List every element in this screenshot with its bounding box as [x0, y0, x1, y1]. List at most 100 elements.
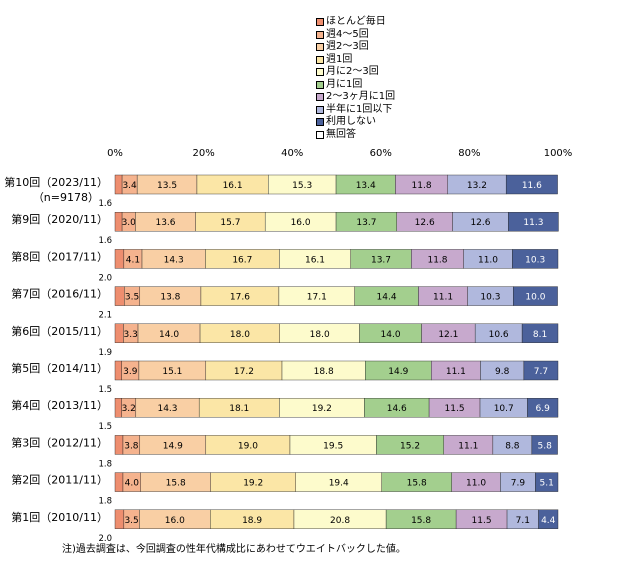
category-labels: 第10回（2023/11） （n=9178） 第9回（2020/11） 第8回（201…: [4, 175, 108, 524]
legend-label: 月に1回: [326, 78, 363, 90]
data-label: 3.5: [124, 516, 138, 526]
legend-swatch: [316, 55, 324, 64]
data-label: 19.4: [329, 479, 349, 489]
data-label: 1.5: [98, 385, 112, 395]
bar-segment: [114, 472, 124, 492]
category-label: 第4回（2013/11）: [11, 398, 108, 412]
data-label: 10.3: [525, 255, 545, 265]
data-label: 14.3: [157, 404, 177, 414]
data-label: 7.7: [534, 367, 548, 377]
data-label: 1.6: [98, 199, 112, 209]
data-label: 15.3: [292, 181, 312, 191]
bar-segment: [523, 360, 559, 381]
data-label: 2.0: [98, 273, 112, 283]
data-label: 10.3: [480, 293, 500, 303]
bar-segment: [114, 323, 124, 343]
data-label: 18.8: [314, 367, 334, 377]
data-label: 14.3: [164, 255, 184, 265]
x-tick-label: 40%: [281, 148, 303, 159]
legend-label: ほとんど毎日: [326, 16, 386, 27]
legend-label: 無回答: [326, 128, 356, 140]
legend: ほとんど毎日 週4～5回 週2～3回 週1回 月に2～3回 月に1回 2～3ヶ月に1回 半年に…: [316, 16, 395, 141]
legend-item: 利用しない: [316, 116, 395, 129]
data-label: 17.6: [230, 293, 250, 303]
data-label: 17.2: [234, 367, 254, 377]
bars: 1.6 3.4 13.5 16.1 15.3 13.4 11.8 13.2 11.6 1.6 3.0…: [98, 174, 559, 544]
x-tick-label: 20%: [192, 148, 214, 159]
data-label: 15.1: [162, 367, 182, 377]
data-label: 11.3: [523, 218, 543, 228]
data-label: 14.6: [387, 404, 407, 414]
bar-segment: [538, 509, 559, 529]
data-label: 4.4: [541, 516, 556, 526]
data-label: 16.1: [223, 181, 243, 191]
data-label: 3.0: [122, 218, 137, 228]
data-label: 1.9: [98, 348, 112, 358]
legend-swatch: [316, 80, 324, 89]
data-label: 12.6: [415, 218, 435, 228]
data-label: 18.9: [242, 516, 262, 526]
legend-label: 週1回: [326, 53, 353, 65]
category-label: 第7回（2016/11）: [11, 287, 108, 301]
legend-label: 利用しない: [326, 116, 376, 127]
legend-item: 月に1回: [316, 79, 395, 92]
legend-item: 週4～5回: [316, 29, 395, 42]
data-label: 10.7: [494, 404, 514, 414]
data-label: 11.8: [427, 255, 447, 265]
category-label: 第1回（2010/11）: [11, 510, 108, 524]
data-label: 7.1: [516, 516, 530, 526]
legend-swatch: [316, 18, 324, 27]
bar-segment: [513, 286, 558, 306]
bar-segment: [521, 323, 559, 343]
data-label: 14.0: [159, 330, 179, 340]
data-label: 16.1: [305, 255, 325, 265]
category-label: 第3回（2012/11）: [11, 435, 108, 449]
data-label: 3.4: [122, 181, 137, 191]
x-axis: 0% 20% 40% 60% 80% 100%: [107, 148, 572, 159]
bar-segment: [114, 174, 123, 195]
bar-segment: [531, 435, 558, 455]
legend-swatch: [316, 105, 324, 114]
legend-swatch: [316, 68, 324, 77]
data-label: 1.6: [98, 236, 112, 246]
legend-item: 無回答: [316, 129, 395, 142]
data-label: 13.5: [157, 181, 177, 191]
data-label: 12.1: [438, 330, 458, 340]
bar-segment: [505, 174, 558, 195]
legend-label: 週2～3回: [326, 41, 369, 52]
legend-swatch: [316, 93, 324, 102]
data-label: 11.6: [522, 181, 542, 191]
legend-label: 月に2～3回: [326, 66, 379, 77]
bar-segment: [114, 509, 125, 529]
data-label: 11.1: [433, 293, 453, 303]
data-label: 11.0: [478, 255, 498, 265]
data-label: 13.7: [371, 255, 391, 265]
data-label: 19.5: [323, 441, 343, 451]
category-label: 第2回（2011/11）: [11, 473, 108, 487]
legend-item: 2～3ヶ月に1回: [316, 91, 395, 104]
data-label: 3.5: [125, 293, 139, 303]
x-tick-label: 0%: [107, 148, 123, 159]
x-tick-label: 100%: [544, 148, 573, 159]
data-label: 4.0: [125, 479, 140, 489]
data-label: 3.2: [122, 404, 136, 414]
data-label: 13.4: [356, 181, 376, 191]
data-label: 11.0: [466, 479, 486, 489]
data-label: 19.2: [243, 479, 263, 489]
data-label: 8.8: [505, 441, 520, 451]
x-tick-label: 60%: [370, 148, 392, 159]
bar-segment: [527, 398, 559, 418]
category-label: 第8回（2017/11）: [11, 249, 108, 263]
data-label: 14.9: [388, 367, 408, 377]
data-label: 15.2: [400, 441, 420, 451]
bar-segment: [114, 249, 125, 269]
bar-segment: [114, 360, 122, 381]
legend-swatch: [316, 118, 324, 127]
data-label: 1.8: [98, 459, 112, 469]
data-label: 1.5: [98, 422, 112, 432]
data-label: 5.1: [540, 479, 554, 489]
data-label: 18.0: [310, 330, 330, 340]
legend-swatch: [316, 130, 324, 139]
data-label: 5.8: [538, 441, 553, 451]
